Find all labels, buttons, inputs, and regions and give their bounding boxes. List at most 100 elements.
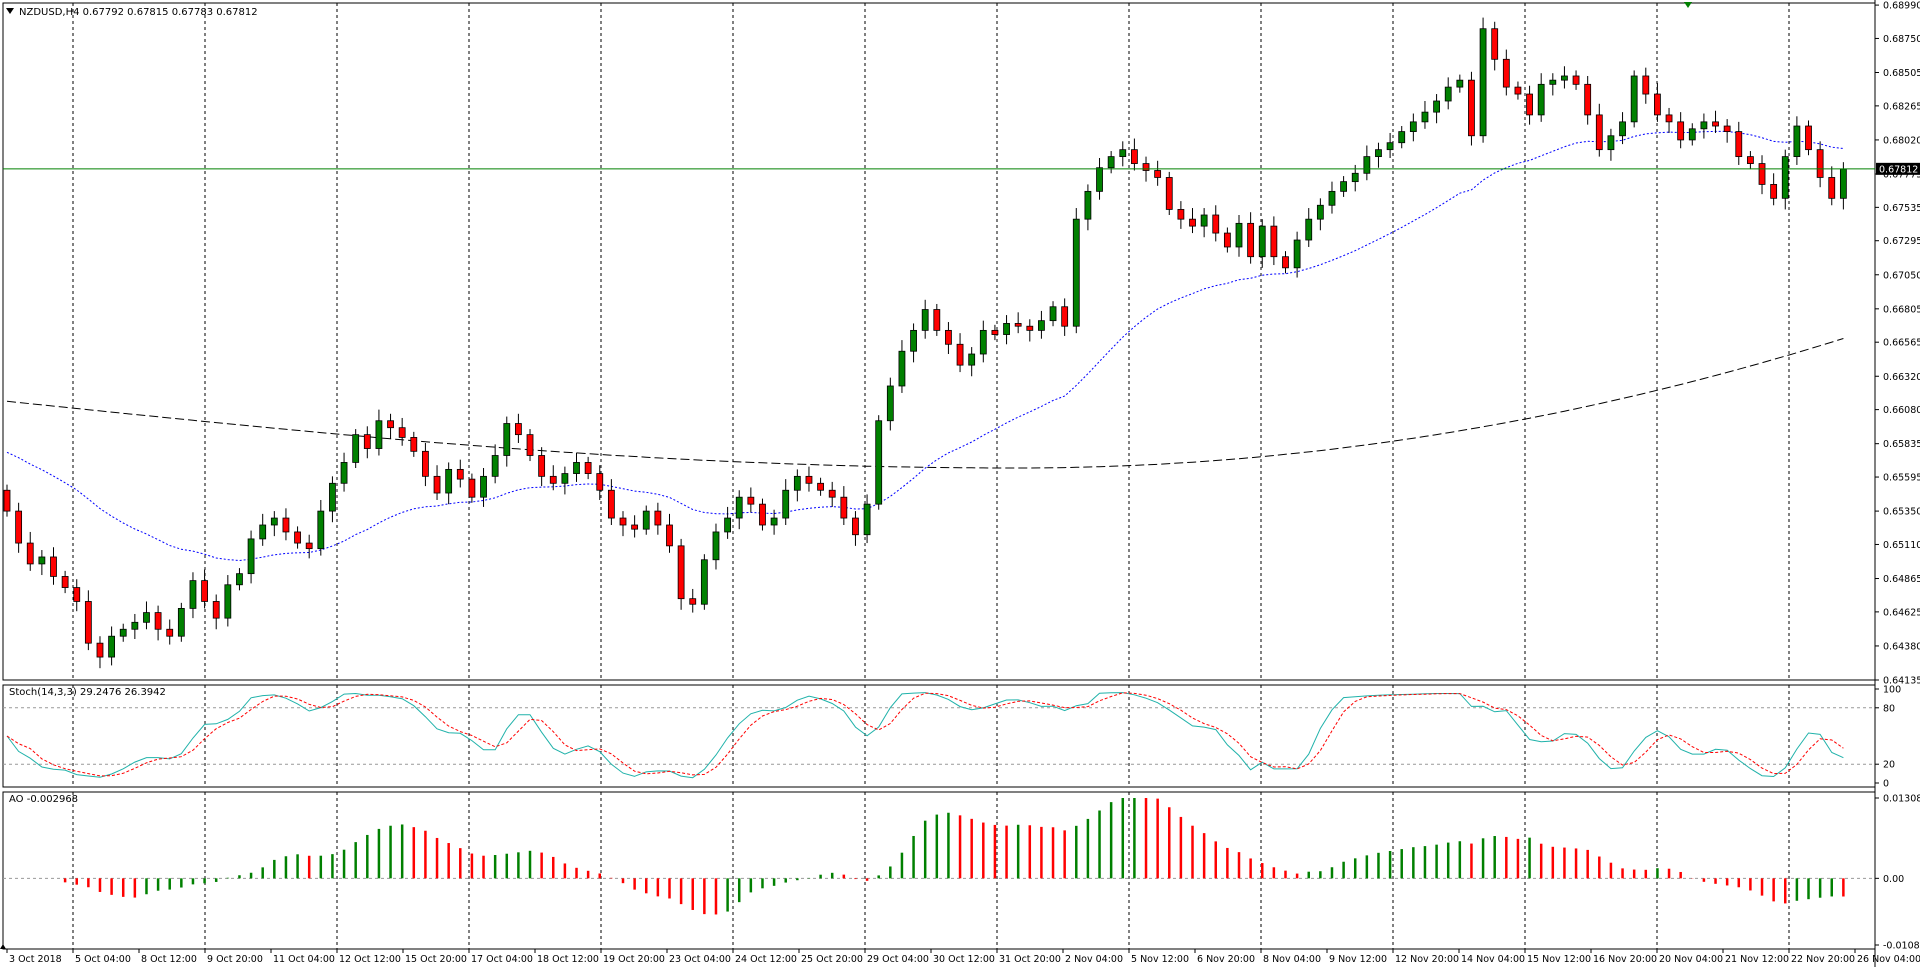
price-tick-label: 0.65835 <box>1883 439 1920 450</box>
candle-body <box>979 329 987 355</box>
candle-body <box>26 542 34 565</box>
candle-body <box>759 503 766 526</box>
stoch-tick-label: 100 <box>1883 685 1901 696</box>
candle-body <box>1223 232 1231 248</box>
candle-body <box>735 496 743 519</box>
awesome-oscillator-panel[interactable] <box>3 798 1875 915</box>
price-panel[interactable] <box>3 17 1875 669</box>
candle-body <box>1723 125 1731 132</box>
candle-body <box>538 455 546 477</box>
candle-body <box>15 510 23 544</box>
candle-body <box>1816 149 1824 178</box>
candle-body <box>375 420 383 449</box>
candle-body <box>1003 323 1010 335</box>
candle-body <box>968 353 976 366</box>
time-tick-label: 15 Nov 12:00 <box>1527 954 1591 965</box>
candle-body <box>177 608 185 637</box>
candle-body <box>422 450 429 477</box>
candle-body <box>1386 142 1394 151</box>
candle-body <box>363 434 371 449</box>
candle-body <box>317 510 325 550</box>
price-tick-label: 0.66080 <box>1883 405 1920 416</box>
candle-body <box>352 434 360 463</box>
candle-body <box>933 309 941 331</box>
price-tick-label: 0.67535 <box>1883 203 1920 214</box>
candle-body <box>480 475 487 498</box>
candle-body <box>38 556 46 565</box>
candle-body <box>1340 181 1348 192</box>
time-tick-label: 29 Oct 04:00 <box>867 954 929 965</box>
candle-body <box>1595 114 1603 151</box>
price-tick-label: 0.64380 <box>1883 641 1920 652</box>
candle-body <box>294 531 301 544</box>
candle-body <box>1468 79 1475 137</box>
time-tick-label: 16 Nov 20:00 <box>1593 954 1657 965</box>
ao-title: AO -0.002968 <box>9 794 78 805</box>
candle-body <box>596 473 604 491</box>
time-tick-label: 22 Nov 20:00 <box>1791 954 1855 965</box>
candle-body <box>1688 128 1696 141</box>
dropdown-icon[interactable] <box>6 8 14 14</box>
candle-body <box>1200 214 1208 227</box>
slow-ma-line <box>6 338 1844 469</box>
candle-body <box>805 475 813 484</box>
candle-body <box>84 601 92 644</box>
candle-body <box>1770 184 1778 199</box>
candle-body <box>61 576 69 588</box>
price-tick-label: 0.65350 <box>1883 507 1920 518</box>
candle-body <box>305 542 313 550</box>
candle-body <box>1839 168 1847 199</box>
price-tick-label: 0.67050 <box>1883 270 1920 281</box>
candle-body <box>1433 100 1440 113</box>
period-marker-icon <box>1684 2 1692 8</box>
stochastic-panel[interactable] <box>3 692 1875 779</box>
candle-body <box>189 580 197 609</box>
candle-body <box>1328 190 1336 206</box>
fast-ma-line <box>6 130 1844 562</box>
time-tick-label: 15 Oct 20:00 <box>405 954 467 965</box>
candle-body <box>793 475 801 491</box>
candle-body <box>108 635 116 658</box>
candle-body <box>236 573 243 586</box>
price-tick-label: 0.65595 <box>1883 473 1920 484</box>
candle-body <box>910 329 917 352</box>
time-tick-label: 12 Nov 20:00 <box>1395 954 1459 965</box>
time-tick-label: 20 Nov 04:00 <box>1659 954 1723 965</box>
candle-body <box>282 517 290 533</box>
candle-body <box>1235 222 1243 248</box>
candle-body <box>270 517 278 526</box>
candle-body <box>1351 172 1359 183</box>
time-tick-label: 5 Nov 12:00 <box>1131 954 1189 965</box>
candle-body <box>1096 167 1103 192</box>
candle-body <box>1456 79 1464 88</box>
candle-body <box>50 556 57 577</box>
time-tick-label: 14 Nov 04:00 <box>1461 954 1525 965</box>
time-tick-label: 31 Oct 20:00 <box>999 954 1061 965</box>
candle-body <box>329 482 336 512</box>
candle-body <box>1293 239 1301 269</box>
candle-body <box>259 524 267 540</box>
candle-body <box>1165 177 1173 210</box>
candle-body <box>921 309 929 331</box>
candle-body <box>666 524 673 547</box>
candle-body <box>875 420 883 505</box>
candle-body <box>1491 28 1499 60</box>
price-tick-label: 0.66565 <box>1883 338 1920 349</box>
candle-body <box>770 517 778 526</box>
price-tick-label: 0.68990 <box>1883 1 1920 12</box>
chart-frames <box>2 0 1876 967</box>
candle-body <box>828 489 836 498</box>
candle-body <box>398 427 406 438</box>
price-frame <box>2 2 1876 681</box>
candle-body <box>119 628 127 637</box>
time-tick-label: 5 Oct 04:00 <box>75 954 131 965</box>
price-tick-label: 0.65110 <box>1883 540 1920 551</box>
candle-body <box>1258 225 1266 258</box>
candle-body <box>1014 323 1022 327</box>
candle-body <box>1247 222 1255 258</box>
candle-body <box>340 462 348 484</box>
candle-body <box>1444 86 1452 102</box>
candle-body <box>852 517 859 536</box>
candle-body <box>73 587 81 602</box>
